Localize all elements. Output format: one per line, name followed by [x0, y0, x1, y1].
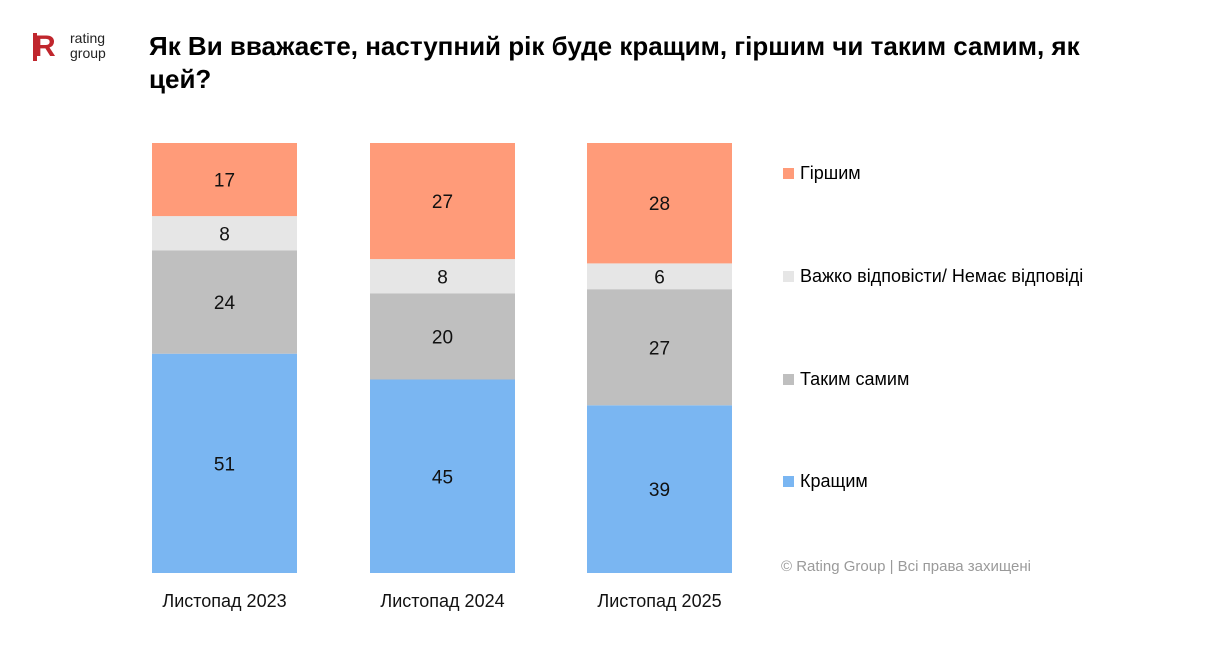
rating-group-logo: R rating group — [33, 30, 124, 63]
bar-segment — [152, 143, 297, 217]
bar-segment — [370, 293, 515, 380]
data-label: 45 — [432, 467, 453, 488]
x-tick-label: Листопад 2025 — [597, 591, 721, 611]
bar-segment — [370, 259, 515, 294]
bar-segment — [587, 405, 732, 573]
data-label: 27 — [649, 338, 670, 359]
legend-label: Кращим — [800, 471, 868, 491]
bar-segment — [587, 263, 732, 290]
logo-line1: rating — [70, 30, 106, 46]
copyright-notice: © Rating Group | Всі права захищені — [781, 558, 1032, 575]
data-label: 20 — [432, 328, 453, 349]
logo-r-icon: R — [33, 30, 56, 63]
bar-segment — [152, 353, 297, 573]
bar-segment — [152, 216, 297, 251]
data-label: 8 — [437, 267, 448, 288]
chart-title: Як Ви вважаєте, наступний рік буде кращи… — [149, 31, 1080, 94]
data-label: 17 — [214, 171, 235, 192]
data-label: 8 — [219, 224, 230, 245]
data-label: 24 — [214, 293, 236, 314]
legend-swatch-icon — [783, 374, 794, 385]
data-label: 27 — [432, 192, 453, 213]
legend-swatch-icon — [783, 168, 794, 179]
bar-segment — [152, 250, 297, 354]
logo-line2: group — [70, 45, 106, 61]
legend-item: Важко відповісти/ Немає відповіді — [783, 266, 1083, 287]
x-tick-label: Листопад 2024 — [380, 591, 504, 611]
bar-segment — [587, 143, 732, 264]
bar-segment — [587, 289, 732, 406]
x-tick-label: Листопад 2023 — [162, 591, 286, 611]
legend-label: Таким самим — [800, 369, 910, 389]
legend-item: Гіршим — [783, 163, 861, 184]
bar-segment — [370, 143, 515, 260]
data-label: 28 — [649, 194, 670, 215]
bar-segment — [370, 379, 515, 573]
data-label: 39 — [649, 480, 670, 501]
legend-swatch-icon — [783, 271, 794, 282]
legend-swatch-icon — [783, 476, 794, 487]
data-label: 6 — [654, 267, 665, 288]
legend-item: Таким самим — [783, 369, 909, 390]
legend-item: Кращим — [783, 471, 868, 492]
legend-label: Гіршим — [800, 163, 861, 183]
legend-label: Важко відповісти/ Немає відповіді — [800, 266, 1084, 286]
data-label: 51 — [214, 454, 235, 475]
logo-wordmark: rating group — [70, 31, 106, 61]
